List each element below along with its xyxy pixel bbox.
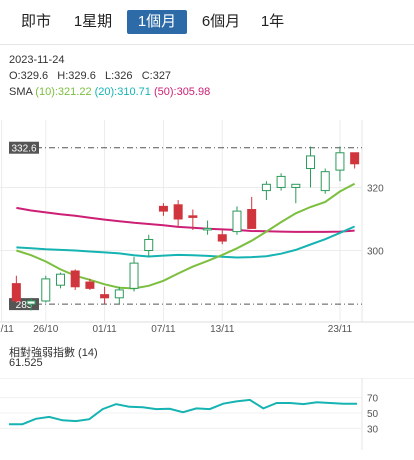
candle-body <box>144 238 154 252</box>
y-tick-label: 300 <box>367 247 384 258</box>
candle-body <box>232 210 242 233</box>
x-tick-label: 19/11 <box>0 324 14 335</box>
candle-body <box>261 183 271 192</box>
rsi-tick-label: 30 <box>367 424 379 435</box>
high-marker-label: 332.6 <box>11 144 36 155</box>
quote-date: 2023-11-24 <box>9 54 65 66</box>
candle-body <box>114 289 124 299</box>
candle-body <box>188 215 198 218</box>
low-marker-label: 283 <box>16 300 33 311</box>
candle-body <box>129 262 139 289</box>
candle-body <box>100 294 110 299</box>
sma10-line <box>16 182 356 290</box>
rsi-chart: 70 50 30 <box>0 378 414 450</box>
rsi-line <box>9 398 357 426</box>
candle-body <box>203 227 213 231</box>
candle-body <box>11 283 21 302</box>
candle-body <box>335 152 345 171</box>
sma-legend: SMA (10):321.22 (20):310.71 (50):305.98 <box>9 86 210 98</box>
x-tick-label: 23/11 <box>328 324 353 335</box>
sma20-line <box>16 225 355 259</box>
candle-body <box>173 204 183 220</box>
tab-1-week[interactable]: 1星期 <box>73 13 113 30</box>
x-tick-label: 13/11 <box>210 324 235 335</box>
sma-label: SMA <box>9 86 33 98</box>
candle-body <box>41 278 51 302</box>
rsi-value: 61.525 <box>9 357 43 369</box>
tab-1-year[interactable]: 1年 <box>260 13 285 30</box>
candle-body <box>55 273 65 286</box>
candle-body <box>217 234 227 242</box>
tab-6-months[interactable]: 6個月 <box>201 13 241 30</box>
tab-realtime[interactable]: 即市 <box>20 13 51 30</box>
candle-body <box>70 270 80 288</box>
x-tick-label: 07/11 <box>151 324 176 335</box>
y-tick-label: 320 <box>367 183 384 194</box>
sma10-value: (10):321.22 <box>35 86 92 98</box>
candle-body <box>350 152 360 165</box>
candle-body <box>276 175 286 188</box>
rsi-title: 相對強弱指數 (14) <box>9 347 98 359</box>
candle-body <box>158 205 168 212</box>
sma50-value: (50):305.98 <box>153 86 211 98</box>
candle-body <box>247 209 257 229</box>
price-chart: 26/10 01/11 07/11 13/11 19/11 23/11 300 320 332.… <box>0 120 414 335</box>
x-tick-label: 01/11 <box>92 324 117 335</box>
sma50-line <box>16 206 355 233</box>
candle-body <box>26 300 36 305</box>
rsi-tick-label: 70 <box>367 394 379 405</box>
candle-body <box>306 155 316 170</box>
high-marker-badge <box>9 141 39 154</box>
candle-body <box>85 281 95 289</box>
rsi-tick-label: 50 <box>367 409 379 420</box>
tab-1-month[interactable]: 1個月 <box>127 10 187 34</box>
tabs-divider <box>0 44 414 45</box>
candle-body <box>291 183 301 188</box>
sma20-value: (20):310.71 <box>94 86 151 98</box>
ohlc-values: O:329.6 H:329.6 L:326 C:327 <box>9 70 172 82</box>
period-tabs: 即市 1星期 1個月 6個月 1年 <box>0 0 414 44</box>
candle-body <box>320 171 330 192</box>
x-tick-label: 26/10 <box>33 324 58 335</box>
